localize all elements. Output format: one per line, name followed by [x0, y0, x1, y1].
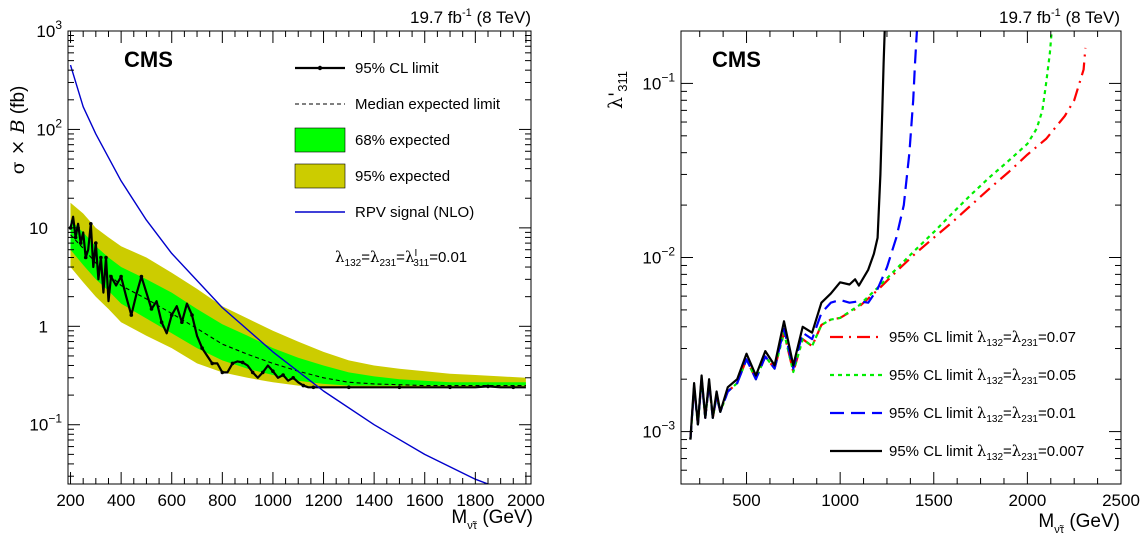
left-series-1-point	[311, 385, 316, 390]
left-x-tick-label: 200	[56, 491, 84, 510]
right-legend-label-3: 95% CL limit λ132=λ231=0.007	[889, 442, 1084, 463]
left-y-tick-label: 103	[36, 18, 62, 41]
left-series-1-point	[104, 255, 108, 260]
left-series-1-point	[200, 346, 204, 350]
left-series-1-point	[73, 235, 78, 240]
left-x-tick-label: 1600	[406, 491, 444, 510]
left-series-1-point	[180, 320, 184, 325]
left-x-tick-label: 1800	[456, 491, 494, 510]
left-series-1-point	[94, 241, 98, 245]
left-series-1-point	[397, 385, 402, 390]
left-legend: 95% CL limit Median expected limit 68% exp…	[294, 60, 501, 221]
left-chart: 19.7 fb-1 (8 TeV) 200 400 600 800 1000 1200 14…	[7, 7, 545, 532]
left-cms-label: CMS	[124, 47, 173, 72]
left-x-tick-label: 1400	[355, 491, 393, 510]
left-series-1-point	[511, 385, 516, 390]
left-y-tick-label: 1	[39, 317, 48, 336]
left-series-1-point	[291, 376, 296, 380]
left-series-1-point	[448, 385, 452, 390]
left-series-1-point	[230, 361, 235, 366]
left-series-1-point	[149, 307, 154, 311]
left-series-1-point	[83, 255, 88, 260]
right-data-layer	[689, 31, 1087, 440]
left-series-1-point	[190, 313, 194, 317]
right-y-tick-label: 10−1	[642, 70, 675, 93]
right-x-tick-label: 500	[732, 491, 760, 510]
right-x-tick-label: 2000	[1008, 491, 1046, 510]
left-x-tick-label: 400	[107, 491, 135, 510]
right-legend: 95% CL limit λ132=λ231=0.07 95% CL limit …	[830, 328, 1084, 463]
left-legend-label-4: RPV signal (NLO)	[355, 204, 474, 221]
left-series-1-point	[281, 373, 285, 377]
left-plot-area: 200 400 600 800 1000 1200 1400 1600 1800 2000 10−1…	[29, 18, 545, 510]
right-x-tick-label: 1000	[821, 491, 859, 510]
left-legend-label-3: 95% expected	[355, 168, 450, 185]
right-legend-label-2: 95% CL limit λ132=λ231=0.01	[889, 404, 1076, 425]
left-series-1-point	[119, 274, 123, 279]
left-series-1-point	[347, 385, 351, 390]
left-x-tick-label: 600	[158, 491, 186, 510]
left-series-1-point	[109, 274, 113, 279]
right-series-3-line	[689, 31, 886, 440]
left-series-1-point	[89, 222, 93, 226]
left-series-1-point	[486, 384, 490, 389]
left-coupling-annotation: λ132=λ231=λI 311=0.01	[335, 248, 467, 269]
right-x-tick-label: 1500	[915, 491, 953, 510]
left-y-tick-label: 10	[29, 219, 48, 238]
left-series-1-point	[210, 361, 214, 366]
left-series-1-point	[159, 320, 164, 325]
left-band-95-expected	[70, 202, 526, 388]
right-x-axis-label: Mν̃τ (GeV)	[1038, 511, 1120, 536]
right-y-tick-label: 10−3	[642, 419, 675, 442]
left-series-1-point	[169, 313, 174, 317]
left-x-tick-label: 2000	[507, 491, 545, 510]
left-y-tick-label: 102	[36, 116, 62, 139]
right-y-tick-label: 10−2	[642, 245, 675, 268]
left-y-axis-label: σ × B (fb)	[7, 86, 29, 175]
left-series-1-point	[250, 370, 255, 375]
right-cms-label: CMS	[712, 47, 761, 72]
left-x-tick-label: 1000	[254, 491, 292, 510]
left-series-1-point	[271, 369, 275, 374]
left-x-axis-label: Mν̃τ (GeV)	[451, 507, 533, 532]
left-series-2-line	[69, 64, 489, 484]
left-legend-label-1: Median expected limit	[355, 96, 501, 113]
left-x-tick-label: 1200	[305, 491, 343, 510]
left-legend-label-0: 95% CL limit	[355, 60, 439, 77]
left-legend-label-2: 68% expected	[355, 132, 450, 149]
left-series-1-point	[99, 255, 103, 260]
left-series-1-point	[139, 274, 144, 279]
right-legend-label-1: 95% CL limit λ132=λ231=0.05	[889, 366, 1076, 387]
left-band-68-expected	[70, 220, 526, 386]
left-series-1-point	[240, 360, 245, 365]
left-data-layer	[68, 64, 526, 484]
right-lumi-label: 19.7 fb-1 (8 TeV)	[999, 7, 1120, 27]
left-series-1-point	[78, 241, 83, 245]
left-legend-swatch-2	[294, 127, 346, 153]
left-legend-marker-0	[317, 65, 323, 71]
right-plot-area: 500 1000 1500 2000 2500 10−3 10−2 10−1	[642, 30, 1140, 510]
right-legend-label-0: 95% CL limit λ132=λ231=0.07	[889, 328, 1076, 349]
left-series-1-point	[220, 370, 225, 375]
left-y-tick-label: 10−1	[29, 412, 62, 435]
right-y-axis-label: λ'311	[605, 71, 630, 109]
right-x-tick-label: 2500	[1102, 491, 1140, 510]
left-x-tick-label: 800	[208, 491, 236, 510]
left-series-1-point	[301, 383, 306, 388]
right-chart: 19.7 fb-1 (8 TeV) 500 1000 1500 2000 2500 10−…	[605, 7, 1140, 536]
left-lumi-label: 19.7 fb-1 (8 TeV)	[410, 7, 531, 27]
left-series-1-point	[129, 313, 134, 317]
left-legend-swatch-3	[294, 163, 346, 189]
left-series-1-point	[261, 370, 265, 375]
